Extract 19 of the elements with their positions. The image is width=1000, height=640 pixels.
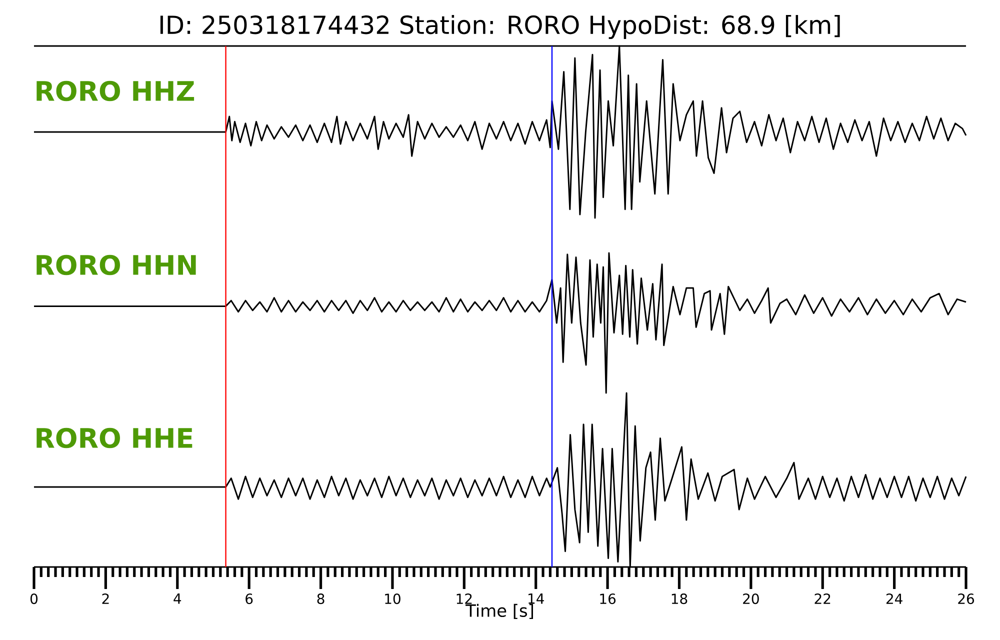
x-axis-title: Time [s] [466, 604, 533, 620]
series-label: RORO HHE [36, 428, 192, 448]
x-tick-label: 2 [102, 594, 109, 604]
chart-title: ID: 250318174432 Station: RORO HypoDist: 68.9 [km] [160, 14, 840, 40]
x-tick-label: 26 [958, 594, 974, 604]
x-tick-label: 10 [385, 594, 400, 604]
x-tick-label: 0 [30, 594, 38, 604]
x-tick-label: 14 [528, 594, 544, 604]
x-tick-label: 20 [743, 594, 759, 604]
x-tick-label: 24 [886, 594, 902, 604]
x-tick-label: 12 [456, 594, 472, 604]
series-label: RORO HHZ [36, 80, 194, 102]
x-tick-label: 8 [317, 594, 324, 604]
x-tick-label: 18 [672, 594, 688, 604]
series-label: RORO HHN [36, 254, 196, 276]
x-tick-label: 16 [600, 594, 616, 604]
x-tick-label: 22 [814, 594, 830, 604]
x-tick-label: 6 [246, 594, 253, 604]
x-tick-label: 4 [174, 594, 182, 604]
